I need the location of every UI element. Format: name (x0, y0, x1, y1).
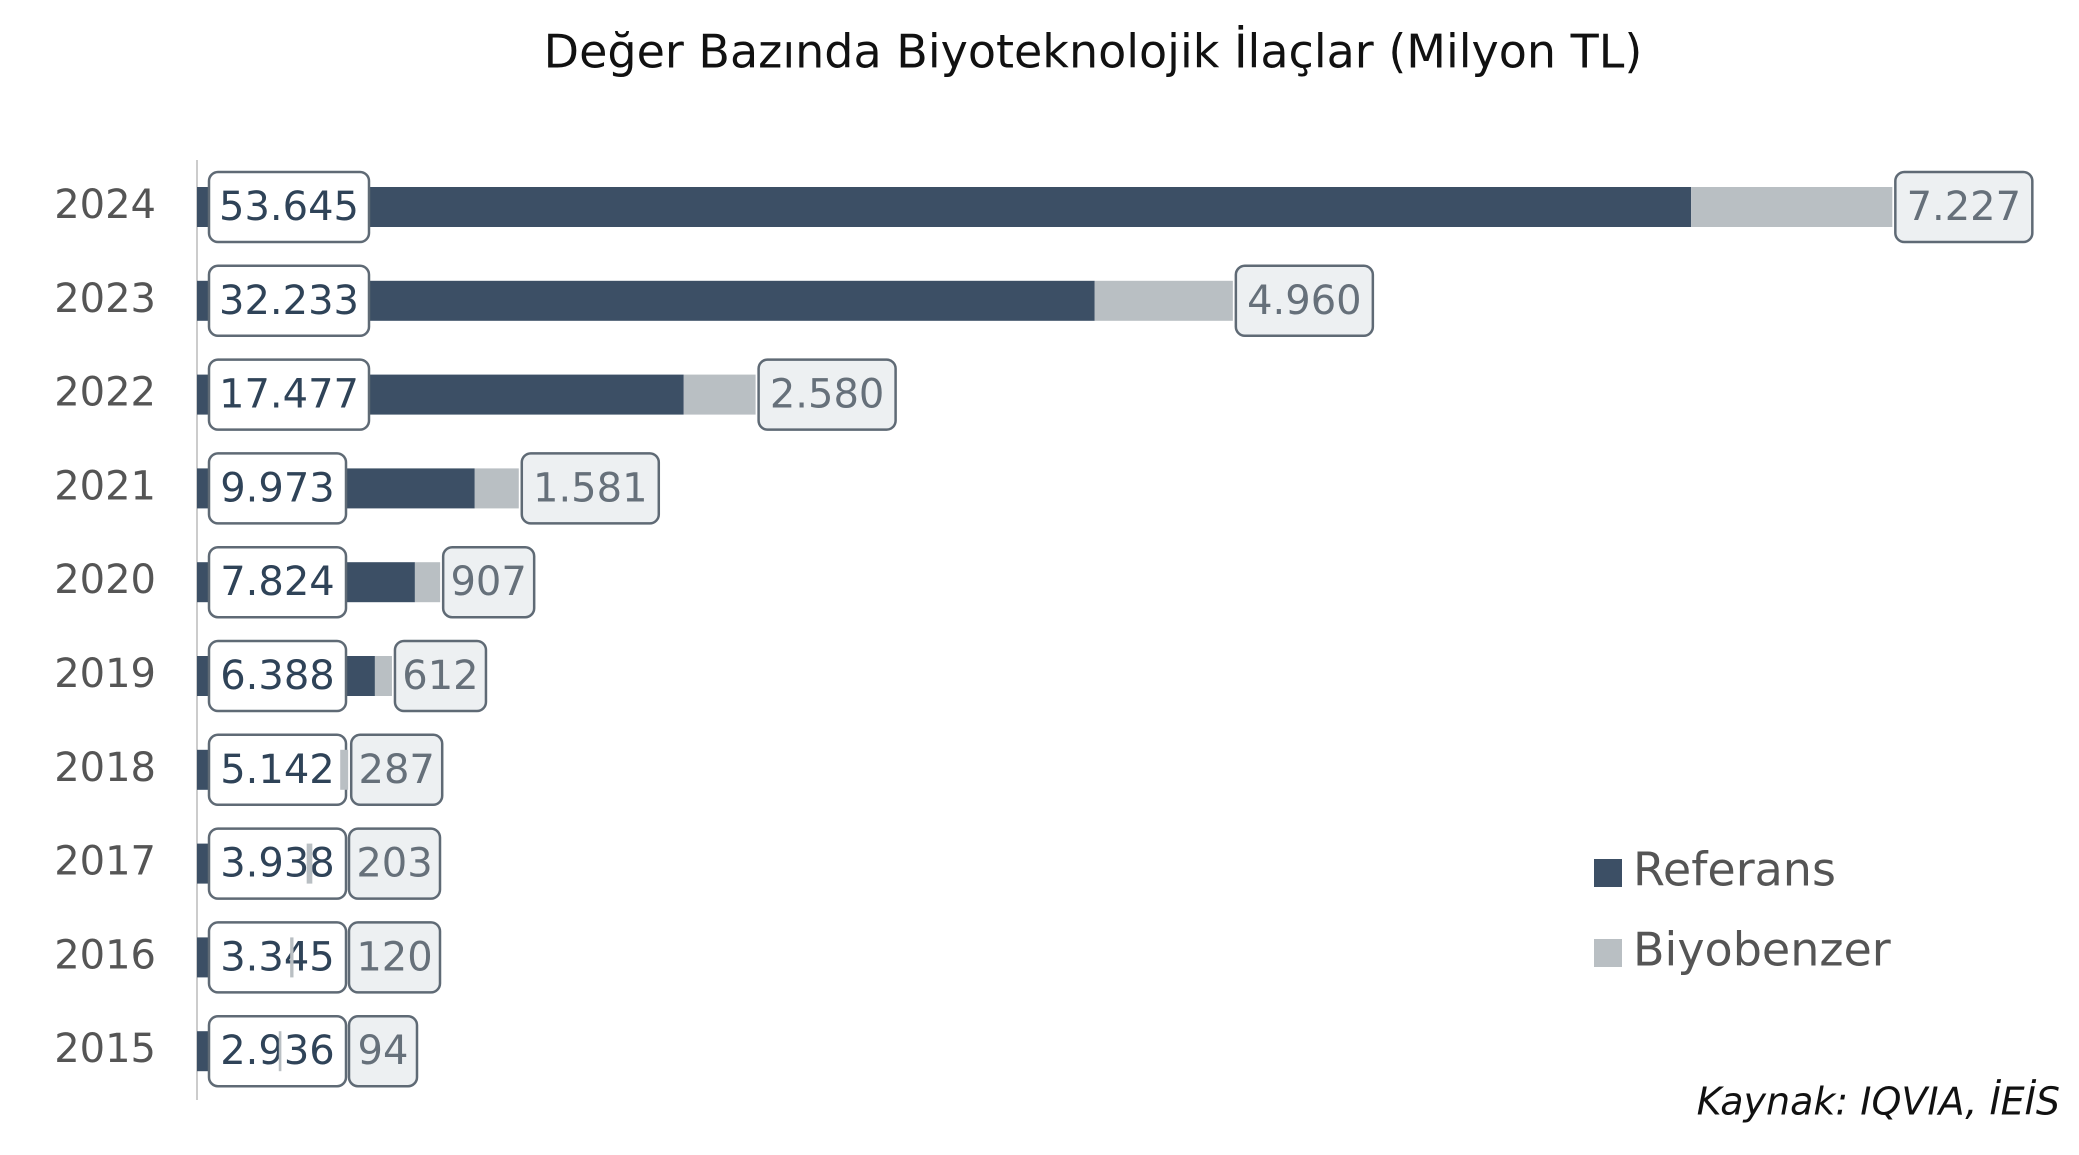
bar-segment (474, 468, 519, 509)
value-label-box (757, 358, 897, 431)
chart-title: Değer Bazında Biyoteknolojik İlaçlar (Mi… (544, 25, 1643, 79)
bar-segment (1094, 280, 1233, 321)
y-tick-label: 2023 (54, 276, 156, 322)
value-label: 7.227 (1907, 184, 2022, 230)
y-tick-label: 2022 (54, 370, 156, 416)
value-label-box (207, 170, 371, 244)
y-tick-label: 2019 (54, 651, 156, 697)
bar-segment (306, 843, 313, 884)
bar-segment (374, 656, 392, 696)
y-tick-label: 2021 (54, 463, 156, 509)
value-label-box (393, 639, 488, 713)
bar-segment (290, 937, 294, 978)
value-label: 4.960 (1247, 278, 1362, 324)
value-label-box (347, 921, 442, 994)
value-label-box (207, 545, 348, 619)
bar-segment (340, 749, 349, 790)
value-label: 7.824 (220, 559, 335, 605)
bar-segment (414, 562, 441, 603)
value-label: 907 (450, 559, 526, 605)
value-label: 32.233 (219, 278, 359, 324)
value-label: 612 (402, 653, 478, 699)
y-tick-label: 2017 (54, 839, 156, 885)
value-label: 3.345 (220, 934, 335, 980)
value-label: 6.388 (220, 653, 335, 699)
source-note: Kaynak: IQVIA, İEİS (1697, 1080, 2060, 1124)
y-tick-label: 2024 (54, 182, 156, 228)
bar-segment (1691, 187, 1893, 227)
value-label-box (207, 921, 348, 994)
y-tick-label: 2016 (54, 932, 156, 978)
value-label: 3.938 (220, 841, 335, 887)
bar-segment (278, 1031, 282, 1072)
value-label: 120 (356, 934, 432, 980)
value-label-box (207, 452, 348, 525)
value-label: 287 (359, 747, 435, 793)
value-label-box (349, 733, 444, 807)
value-label-box (347, 827, 442, 900)
bar-segment (197, 187, 1692, 227)
value-label: 2.936 (220, 1028, 335, 1074)
y-tick-label: 2020 (54, 557, 156, 603)
legend-label: Referans (1633, 843, 1836, 897)
value-label: 9.973 (220, 465, 335, 511)
value-label-box (207, 264, 371, 338)
value-label-box (207, 358, 371, 431)
legend-swatch (1594, 939, 1622, 967)
value-label: 1.581 (533, 465, 648, 511)
value-label: 203 (356, 841, 432, 887)
value-label-box (441, 545, 536, 619)
value-label-box (1234, 264, 1375, 338)
value-label-box (347, 1014, 419, 1088)
legend-label: Biyobenzer (1633, 923, 1891, 977)
value-label-box (207, 639, 348, 713)
value-label: 5.142 (220, 747, 335, 793)
bar-segment (683, 374, 756, 415)
value-label: 94 (358, 1028, 409, 1074)
legend-swatch (1594, 859, 1622, 887)
value-label-box (1894, 170, 2034, 244)
y-tick-label: 2018 (54, 745, 156, 791)
value-label-box (520, 452, 661, 525)
value-label-box (207, 1014, 348, 1088)
y-tick-label: 2015 (54, 1026, 156, 1072)
value-label: 17.477 (219, 372, 359, 418)
value-label: 2.580 (770, 372, 885, 418)
value-label: 53.645 (219, 184, 359, 230)
